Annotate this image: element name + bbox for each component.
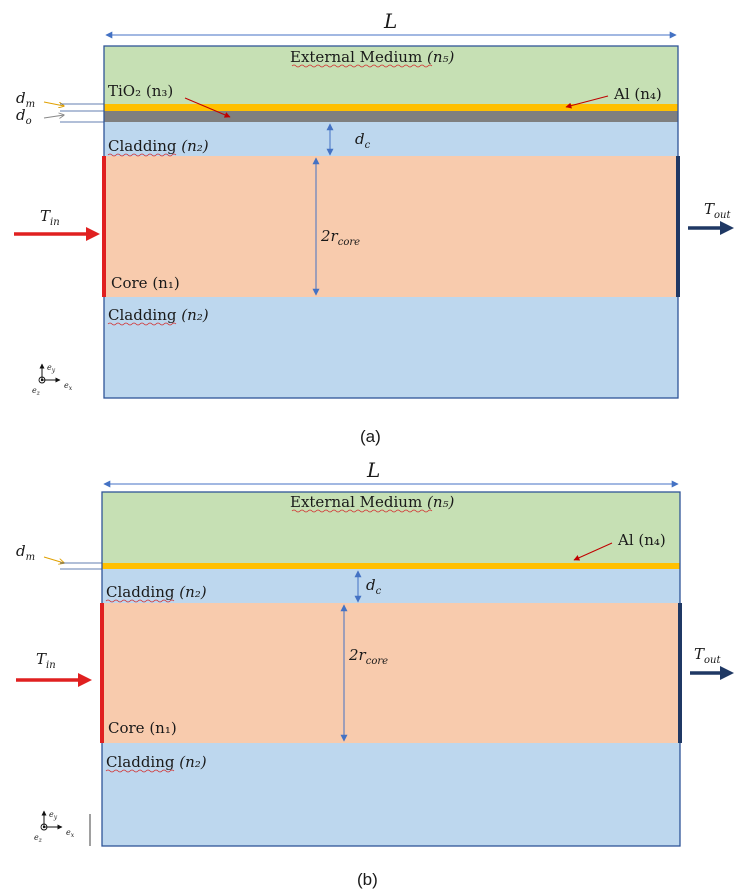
dm-pointer [43, 556, 64, 563]
dc-label: dc [355, 130, 371, 151]
core-label: Core (n₁) [111, 274, 180, 292]
axis-triad: ey ez ex [32, 363, 73, 397]
dm-label: dm [16, 542, 35, 563]
dm-pointer [43, 101, 64, 106]
al-label: Al (n₄) [613, 85, 662, 103]
dc-label: dc [366, 576, 382, 597]
cladding-top-layer [102, 569, 680, 603]
axis-y-label: ey [47, 363, 56, 374]
aluminium-layer [102, 563, 680, 569]
cladding-bottom-label: Cladding (n₂) [106, 753, 207, 771]
tout-label: Tout [704, 200, 731, 221]
input-arrow-head [86, 227, 100, 241]
spellcheck-underline [291, 64, 433, 68]
spellcheck-underline [105, 769, 175, 773]
tio2-pointer [184, 97, 231, 118]
al-pointer [573, 542, 613, 561]
cladding-top-label: Cladding (n₂) [106, 583, 207, 601]
external-medium-label: External Medium (n₅) [290, 48, 454, 66]
length-label: L [383, 9, 397, 33]
output-arrow-head [720, 221, 734, 235]
output-arrow-head [720, 666, 734, 680]
tin-label: Tin [36, 650, 56, 671]
cladding-bottom-layer [104, 297, 678, 398]
core-diameter-label: 2rcore [320, 227, 360, 248]
external-medium-label: External Medium (n₅) [290, 493, 454, 511]
tout-label: Tout [694, 645, 721, 666]
do-pointer [43, 115, 64, 118]
cladding-top-layer [104, 122, 678, 156]
panel-a: L External Medium (n₅) TiO₂ (n₃) Al (n₄)… [14, 9, 734, 446]
external-medium-layer [102, 492, 680, 563]
panel-b: L External Medium (n₅) Al (n₄) dm Claddi… [16, 458, 734, 889]
aluminium-layer [104, 104, 678, 111]
spellcheck-underline [291, 509, 433, 513]
axis-x-label: ex [64, 381, 73, 392]
caption-b: (b) [357, 870, 378, 889]
caption-a: (a) [360, 427, 381, 446]
core-label: Core (n₁) [108, 719, 177, 737]
output-face [676, 156, 680, 297]
spellcheck-underline [107, 322, 177, 326]
do-label: do [16, 106, 32, 127]
output-face [678, 603, 682, 743]
dm-label: dm [16, 89, 35, 110]
tio2-layer [104, 111, 678, 122]
axis-z-label: ez [32, 386, 41, 397]
core-diameter-label: 2rcore [348, 646, 388, 667]
cladding-top-label: Cladding (n₂) [108, 137, 209, 155]
input-face [100, 603, 104, 743]
axis-y-label: ey [49, 810, 58, 821]
input-arrow-head [78, 673, 92, 687]
axis-z-label: ez [34, 833, 43, 844]
cladding-bottom-layer [102, 743, 680, 846]
core-layer [102, 603, 680, 743]
external-medium-layer [104, 46, 678, 104]
cladding-bottom-label: Cladding (n₂) [108, 306, 209, 324]
spellcheck-underline [107, 153, 177, 157]
spellcheck-underline [105, 599, 175, 603]
al-label: Al (n₄) [617, 531, 666, 549]
input-face [102, 156, 106, 297]
length-label: L [366, 458, 380, 482]
tin-label: Tin [40, 207, 60, 228]
tio2-label: TiO₂ (n₃) [108, 82, 173, 100]
al-pointer [565, 95, 609, 109]
axis-x-label: ex [66, 828, 75, 839]
axis-triad: ey ez ex [34, 810, 91, 846]
core-layer [104, 156, 678, 297]
